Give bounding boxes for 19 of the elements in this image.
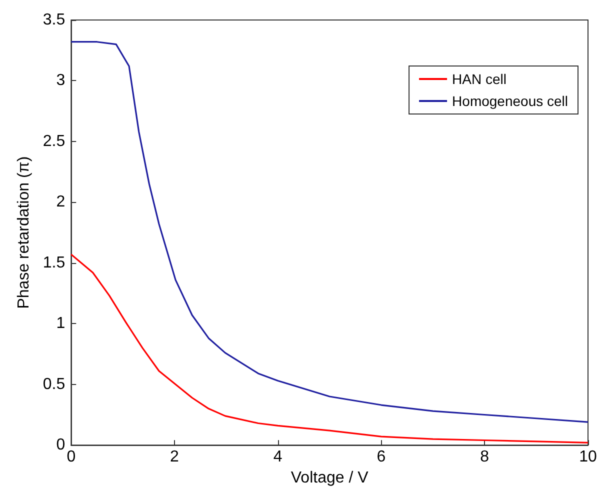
x-axis-title: Voltage / V (290, 470, 369, 486)
y-tick-label: 3.5 (42, 12, 66, 28)
y-tick-label: 1.5 (42, 254, 66, 272)
y-tick-label: 0 (56, 436, 66, 454)
y-axis-title: Phase retardation (π) (16, 156, 32, 309)
y-tick-label: 0.5 (42, 376, 66, 393)
y-tick-label: 3 (56, 72, 66, 90)
legend-label: Homogeneous cell (452, 93, 568, 109)
x-tick-label: 10 (579, 448, 597, 466)
x-tick-label: 2 (170, 448, 180, 466)
x-tick-label: 4 (273, 448, 282, 466)
line-series (70, 41, 589, 423)
y-tick-label: 2 (56, 194, 66, 211)
y-tick-label: 2.5 (42, 132, 66, 150)
y-tick-label: 1 (56, 315, 66, 332)
x-tick-label: 6 (376, 448, 386, 466)
x-tick-label: 8 (480, 448, 490, 466)
line-series (70, 254, 589, 444)
legend-label: HAN cell (452, 71, 507, 87)
